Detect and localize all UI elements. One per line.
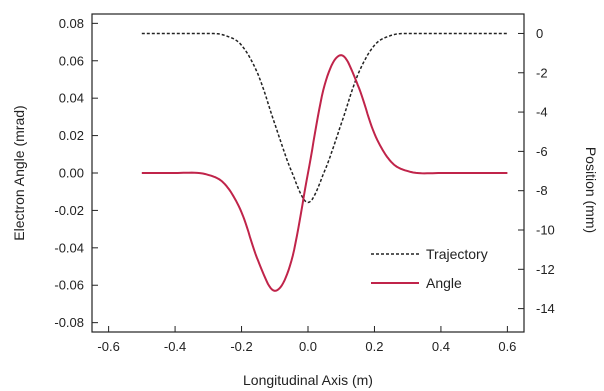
y2-tick-label: -4 xyxy=(536,105,548,120)
y2-tick-label: -10 xyxy=(536,222,555,237)
y2-tick-label: -8 xyxy=(536,183,548,198)
y-tick-label: 0.00 xyxy=(59,166,84,181)
y2-axis-ticks: 0 -2 -4 -6 -8 -10 -12 -14 xyxy=(518,26,555,316)
x-tick-label: 0.2 xyxy=(365,339,383,354)
series-line-trajectory xyxy=(141,32,508,204)
series-line-angle xyxy=(141,54,508,292)
legend: Trajectory Angle xyxy=(371,246,488,291)
x-tick-label: -0.4 xyxy=(164,339,186,354)
y2-tick-label: 0 xyxy=(536,26,543,41)
y2-tick-label: -6 xyxy=(536,144,548,159)
y-tick-label: 0.08 xyxy=(59,16,84,31)
y-tick-label: -0.06 xyxy=(54,278,84,293)
legend-label-trajectory: Trajectory xyxy=(426,246,488,262)
y-tick-label: 0.06 xyxy=(59,53,84,68)
x-tick-label: 0.4 xyxy=(432,339,450,354)
y-tick-label: 0.02 xyxy=(59,128,84,143)
y-tick-label: 0.04 xyxy=(59,91,84,106)
series-layer xyxy=(141,32,508,292)
y-axis-title: Electron Angle (mrad) xyxy=(11,105,27,240)
legend-label-angle: Angle xyxy=(426,275,462,291)
y-tick-label: -0.02 xyxy=(54,203,84,218)
y2-axis-title: Position (mm) xyxy=(583,147,599,233)
y2-tick-label: -2 xyxy=(536,65,548,80)
y-tick-label: -0.08 xyxy=(54,315,84,330)
y-axis-ticks: -0.08 -0.06 -0.04 -0.02 0.00 0.02 0.04 0.06 0.08 xyxy=(54,16,98,330)
x-tick-label: -0.6 xyxy=(97,339,119,354)
y2-tick-label: -14 xyxy=(536,301,555,316)
y2-tick-label: -12 xyxy=(536,262,555,277)
x-tick-label: 0.6 xyxy=(498,339,516,354)
y-tick-label: -0.04 xyxy=(54,240,84,255)
x-tick-label: -0.2 xyxy=(230,339,252,354)
x-tick-label: 0.0 xyxy=(299,339,317,354)
x-axis-ticks: -0.6 -0.4 -0.2 0.0 0.2 0.4 0.6 xyxy=(97,326,516,354)
x-axis-title: Longitudinal Axis (m) xyxy=(243,372,373,388)
